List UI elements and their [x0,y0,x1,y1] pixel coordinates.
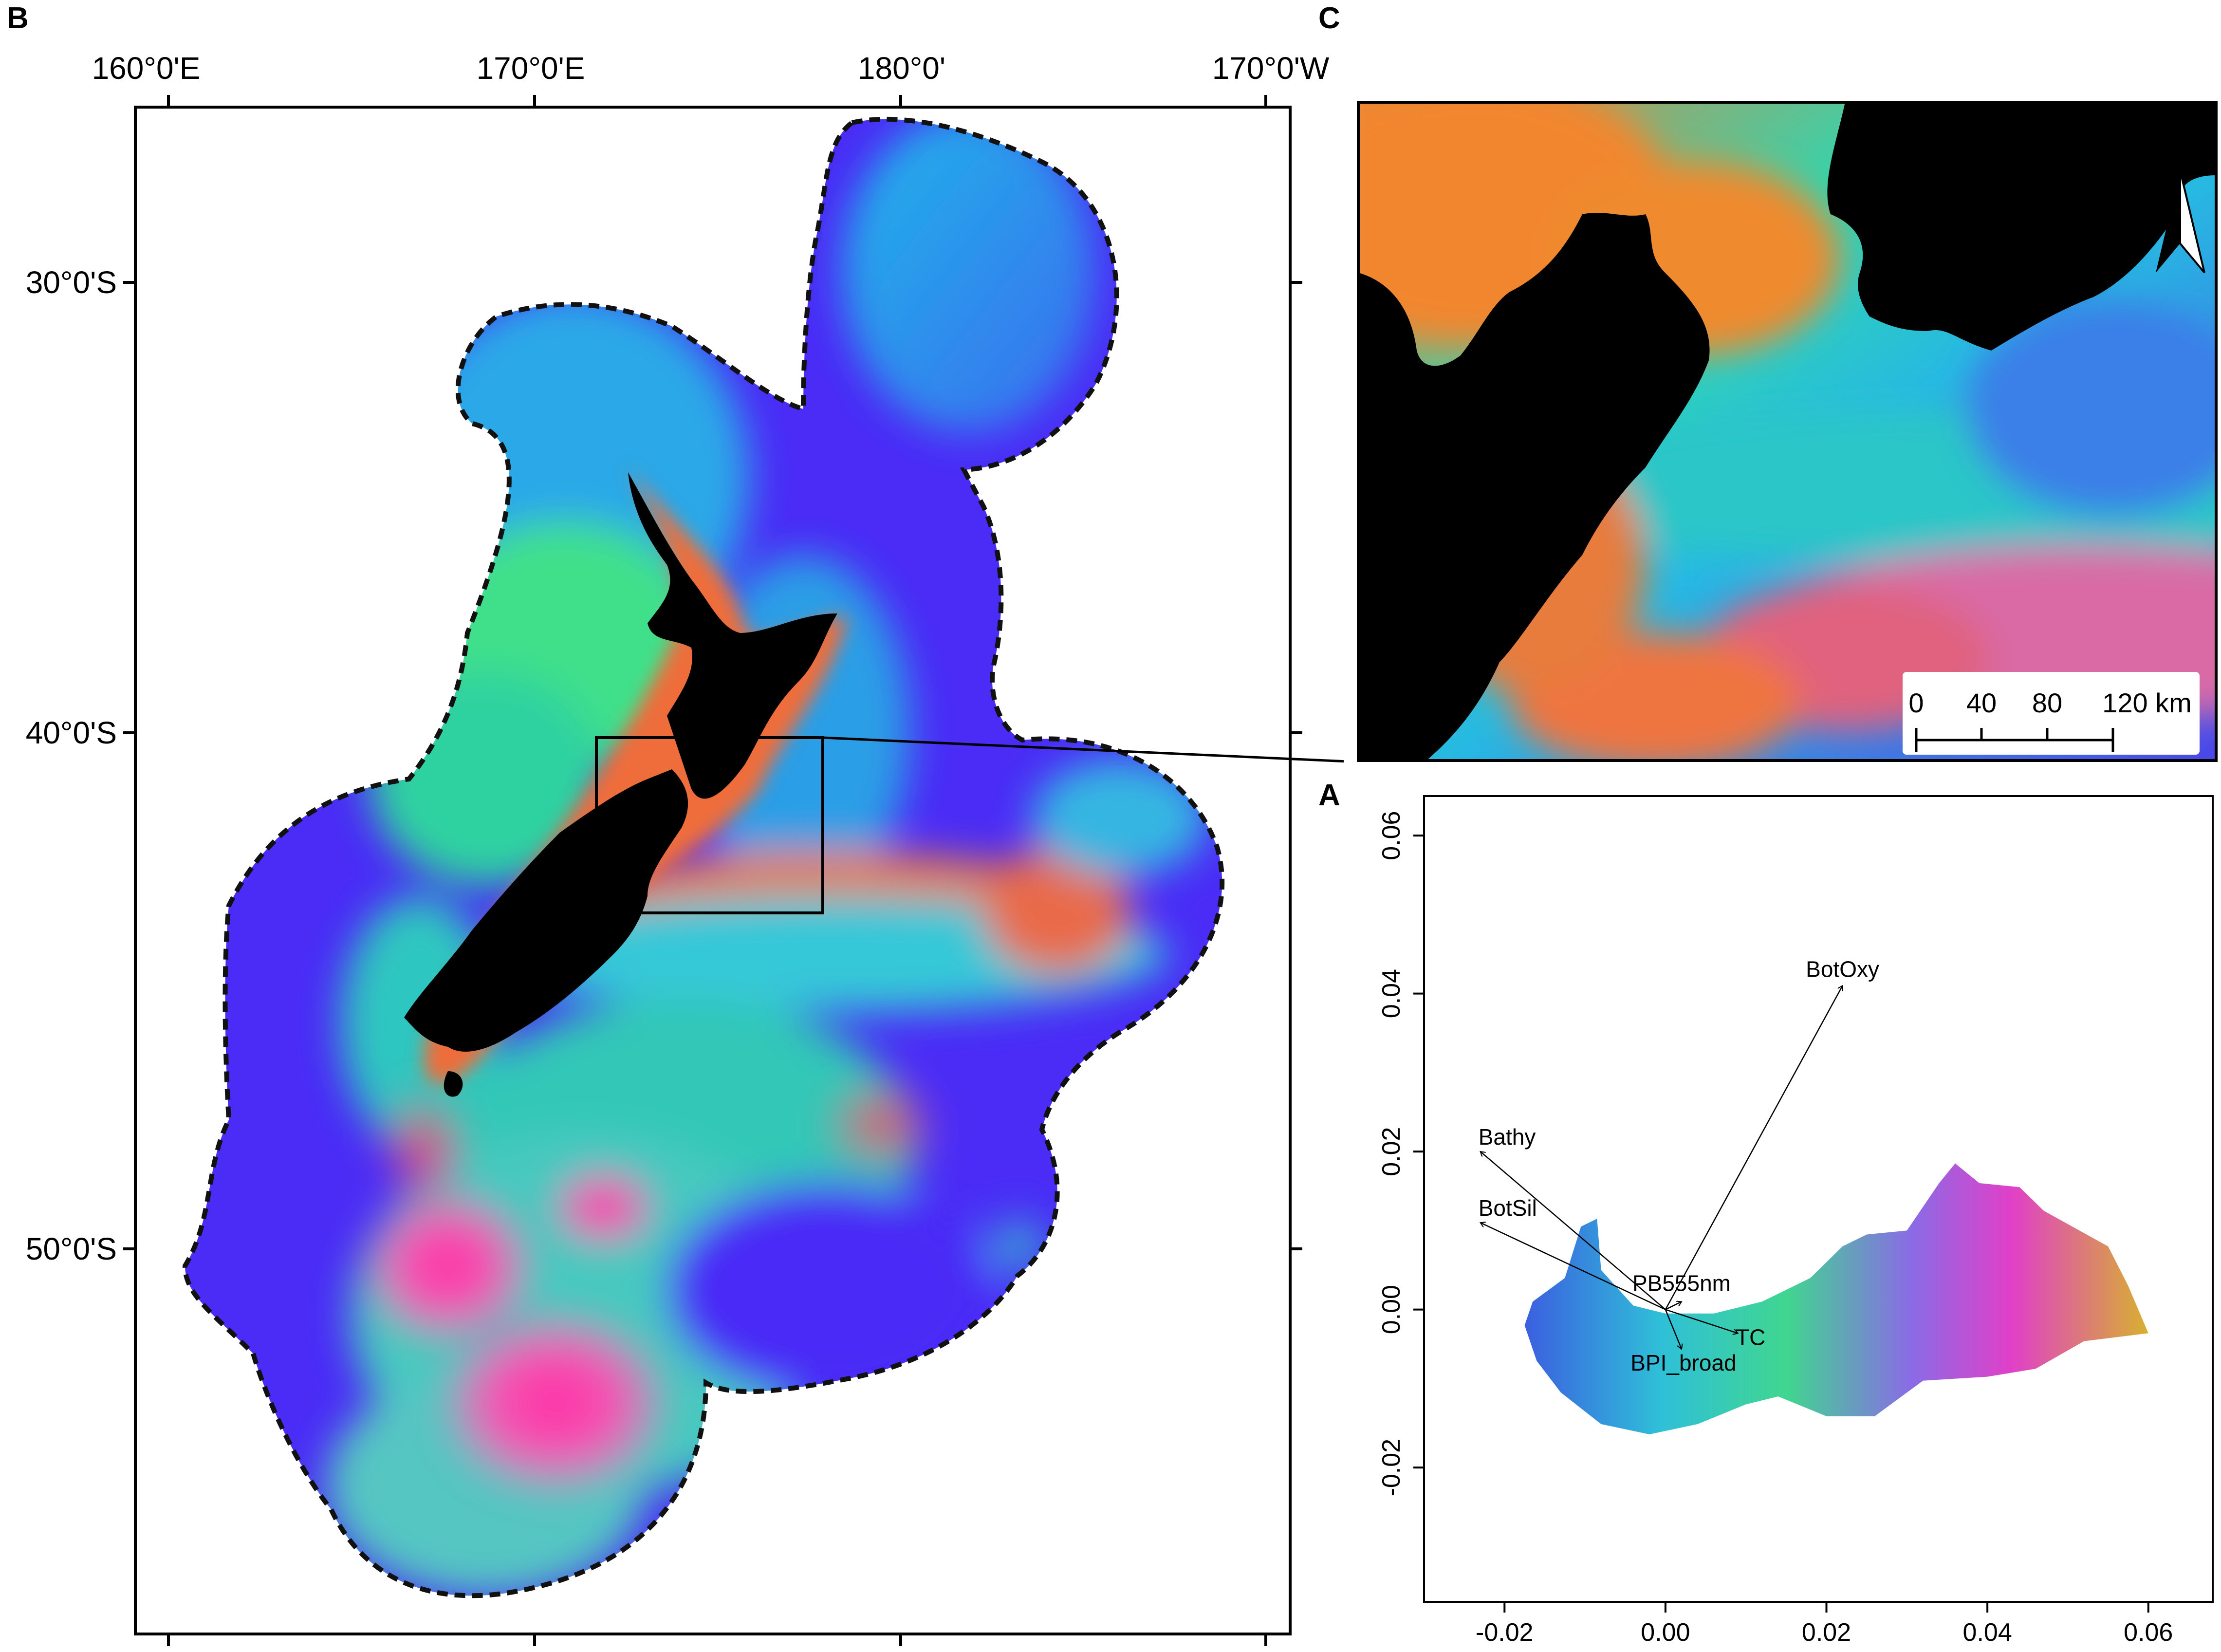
vector-arrow [1665,1301,1682,1310]
panel-b-letter: B [7,1,29,35]
sample-point-cloud [1524,1163,2148,1434]
inset-extent-box [595,736,824,914]
y-tick-label: 0.00 [1377,1285,1406,1334]
north-island [628,472,837,799]
lon-label-160e: 160°0'E [92,51,201,86]
panel-a-ordination-plot: -0.02 0.00 0.02 0.04 0.06 -0.02 0.00 0.02 0.04 0.… [1377,795,2214,1647]
panel-c-inset-map: N 0 40 80 120 km [1357,101,2218,762]
x-tick-label: 0.04 [1963,1618,2012,1647]
vector-label: BotSil [1479,1195,1537,1221]
x-tick-label: -0.02 [1476,1618,1534,1647]
north-label: N [2164,123,2193,167]
scale-label-120km: 120 km [2102,687,2192,718]
vector-arrow [1665,1309,1738,1334]
y-tick-label: 0.06 [1377,811,1406,860]
vector-label: Bathy [1479,1124,1536,1150]
vector-label: PB555nm [1632,1270,1731,1296]
vector-arrow [1665,1309,1682,1349]
panel-b-map: 160°0'E 170°0'E 180°0' 170°0'W 30°0'S 40… [26,51,1344,1646]
vector-label: BPI_broad [1630,1350,1736,1375]
eez-boundary [182,116,1225,1598]
y-tick-label: -0.02 [1377,1439,1406,1497]
panel-c-letter: C [1318,1,1340,35]
scale-bar [1915,728,2114,752]
y-tick-label: 0.04 [1377,969,1406,1018]
panel-a-letter: A [1318,779,1340,812]
scale-label-0: 0 [1908,687,1924,718]
x-tick-label: 0.02 [1802,1618,1851,1647]
lat-label-40s: 40°0'S [26,715,117,750]
vector-arrow [1481,1151,1666,1310]
lat-label-30s: 30°0'S [26,265,117,300]
inset-frame [1357,101,2218,762]
scale-label-80: 80 [2032,687,2062,718]
north-arrow [2156,170,2205,274]
vector-arrow [1665,985,1843,1310]
map-frame [134,106,1292,1635]
inset-connector-line [822,736,1344,763]
scale-label-40: 40 [1966,687,1997,718]
lon-label-170e: 170°0'E [477,51,585,86]
lon-label-170w: 170°0'W [1212,51,1330,86]
south-island-land [1358,213,1710,761]
x-tick-label: 0.06 [2124,1618,2173,1647]
x-tick-label: 0.00 [1641,1618,1690,1647]
lon-label-180: 180°0' [858,51,945,86]
vector-label: BotOxy [1806,956,1879,982]
y-tick-label: 0.02 [1377,1127,1406,1176]
lon-ticks [167,95,1267,1646]
lat-ticks [123,281,1302,1250]
scale-bar-box [1903,672,2200,755]
lat-label-50s: 50°0'S [26,1231,117,1266]
north-island-land [1827,102,2216,351]
south-island [404,769,688,1052]
vector-label: TC [1736,1324,1765,1350]
vector-arrow [1481,1223,1666,1310]
stewart-island [444,1071,463,1097]
plot-frame [1423,795,2214,1603]
